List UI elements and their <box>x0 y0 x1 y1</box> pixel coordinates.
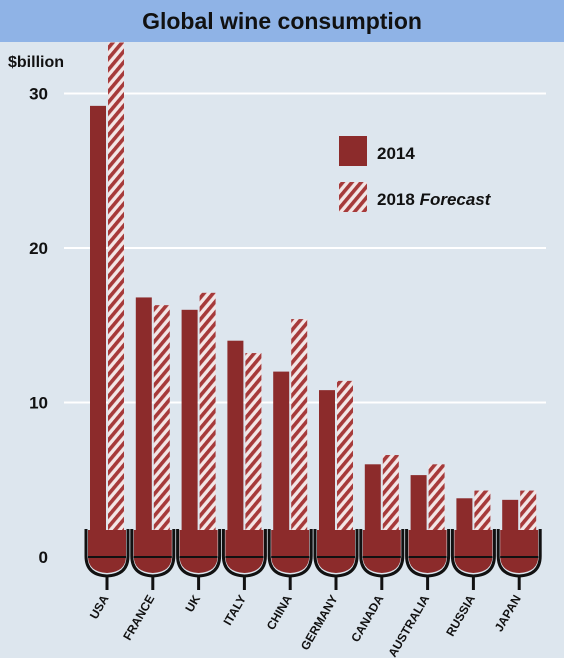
y-tick-30: 30 <box>29 85 48 104</box>
chart-title: Global wine consumption <box>142 8 422 34</box>
wine-glass-usa <box>84 529 130 590</box>
wine-glass-australia <box>405 529 451 590</box>
x-label-france: FRANCE <box>120 593 157 643</box>
y-tick-20: 20 <box>29 239 48 258</box>
bar-2018-usa <box>108 42 124 557</box>
y-axis-label: $billion <box>8 54 64 71</box>
wine-glass-bowl-france <box>133 530 172 573</box>
wine-glass-bowl-australia <box>408 530 447 573</box>
wine-glass-bowl-usa <box>88 530 126 573</box>
wine-glass-france <box>130 529 176 590</box>
bar-2018-china <box>291 319 308 557</box>
legend-label-2018-forecast: Forecast <box>420 190 492 209</box>
x-label-uk: UK <box>182 592 203 614</box>
bar-2018-france <box>153 305 170 557</box>
bar-2014-france <box>135 297 152 557</box>
y-axis-ticks: 0 10 20 30 <box>29 85 48 568</box>
wine-glasses <box>84 529 542 590</box>
x-label-italy: ITALY <box>221 593 249 628</box>
wine-glass-bowl-italy <box>225 530 264 573</box>
bar-2018-uk <box>199 292 216 557</box>
wine-glass-canada <box>359 529 405 590</box>
bar-2018-germany <box>337 380 353 557</box>
x-label-usa: USA <box>87 592 112 621</box>
wine-glass-china <box>267 529 313 590</box>
legend-swatch-2014 <box>339 136 367 166</box>
title-bar <box>0 0 564 42</box>
y-tick-10: 10 <box>29 394 48 413</box>
wine-glass-bowl-canada <box>362 530 401 573</box>
legend-label-2014: 2014 <box>377 144 415 163</box>
bar-2014-china <box>273 371 290 557</box>
wine-glass-uk <box>176 529 222 590</box>
x-label-russia: RUSSIA <box>443 592 478 639</box>
wine-glass-japan <box>496 529 542 590</box>
bar-2018-italy <box>245 353 262 557</box>
wine-glass-bowl-russia <box>454 530 493 573</box>
x-label-germany: GERMANY <box>298 593 341 653</box>
wine-glass-italy <box>221 529 267 590</box>
bar-2014-italy <box>227 340 244 557</box>
x-label-japan: JAPAN <box>492 593 524 634</box>
x-label-australia: AUSTRALIA <box>385 592 432 658</box>
wine-glass-bowl-china <box>271 530 310 573</box>
wine-glass-germany <box>313 529 359 590</box>
x-label-china: CHINA <box>264 592 295 632</box>
y-tick-0: 0 <box>39 548 48 567</box>
x-label-canada: CANADA <box>348 592 386 644</box>
bar-2014-usa <box>90 105 106 558</box>
legend-label-2018: 2018 Forecast <box>377 190 492 209</box>
bar-2014-germany <box>319 390 335 557</box>
category-labels: USA FRANCE UK ITALY CHINA GERMANY CANADA AUSTRA… <box>87 592 524 658</box>
bars <box>90 42 537 558</box>
bar-2014-uk <box>181 309 198 557</box>
legend-swatch-2018 <box>339 182 367 212</box>
wine-glass-russia <box>450 529 496 590</box>
wine-glass-bowl-uk <box>179 530 218 573</box>
legend: 2014 2018 Forecast <box>339 136 492 212</box>
wine-glass-bowl-japan <box>500 530 539 573</box>
legend-label-2018-year: 2018 <box>377 190 415 209</box>
wine-glass-bowl-germany <box>317 530 355 573</box>
